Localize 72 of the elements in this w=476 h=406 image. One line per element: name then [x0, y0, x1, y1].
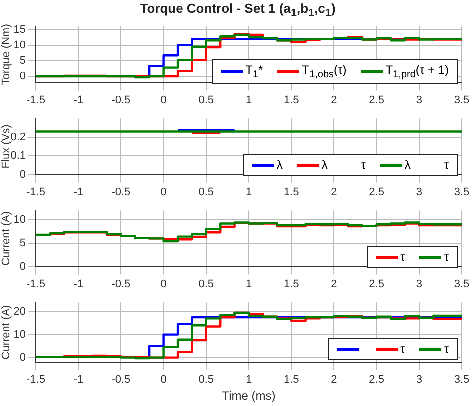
x-tick-label: 3 — [416, 374, 422, 386]
x-tick-label: 0 — [160, 278, 167, 290]
x-tick-label: 0.5 — [198, 278, 214, 290]
x-tick-label: 3 — [416, 94, 422, 106]
legend-label: λ τ — [322, 158, 366, 172]
y-tick-label: 0 — [20, 168, 26, 181]
x-tick-label: 2.5 — [369, 94, 384, 106]
legend-label: τ — [400, 250, 406, 264]
y-tick-label: 5 — [20, 54, 26, 67]
x-tick-label: -1.5 — [26, 374, 46, 386]
x-tick-label: 0 — [160, 186, 167, 198]
legend-label: τ — [400, 342, 406, 356]
x-tick-label: 2 — [331, 278, 338, 290]
x-tick-label: 3.5 — [454, 374, 470, 386]
x-tick-label: 1 — [246, 278, 252, 290]
y-axis-title: Current (A) — [0, 211, 13, 266]
legend-label: T$_{1,obs}$(τ) — [302, 62, 347, 80]
x-tick-label: -1 — [74, 278, 84, 290]
x-tick-label: 0.5 — [198, 94, 214, 106]
x-tick-label: 3 — [416, 186, 422, 198]
x-tick-label: -0.5 — [112, 278, 131, 290]
x-tick-label: 0 — [160, 374, 167, 386]
x-tick-label: -0.5 — [112, 186, 131, 198]
y-axis-title: Torque (Nm) — [0, 24, 13, 86]
x-tick-label: 2 — [331, 186, 338, 198]
x-tick-label: 1 — [246, 186, 252, 198]
y-tick-label: 0.1 — [10, 150, 26, 162]
x-tick-label: 2 — [331, 374, 338, 386]
x-tick-label: -1 — [74, 374, 84, 386]
y-tick-label: 10 — [14, 214, 26, 226]
x-tick-label: 1.5 — [284, 278, 300, 290]
chart-title: Torque Control - Set 1 (a$_{1}$,b$_{1}$,c$_{1}$) — [139, 0, 337, 20]
legend-label: τ — [444, 342, 449, 356]
x-tick-label: 3.5 — [454, 94, 470, 106]
x-tick-label: 0 — [160, 94, 167, 106]
x-axis-title: Time (ms) — [222, 389, 276, 404]
x-tick-label: 1.5 — [284, 374, 300, 386]
x-tick-label: -1.5 — [26, 94, 46, 106]
legend-label: λ — [276, 158, 283, 172]
x-tick-label: 0.5 — [198, 186, 214, 198]
legend-label: τ — [444, 250, 449, 264]
x-tick-label: 2.5 — [369, 374, 384, 386]
y-tick-label: 10 — [14, 39, 26, 52]
legend-label: λ τ — [404, 158, 449, 172]
y-tick-label: 10 — [14, 328, 26, 341]
x-tick-label: 0.5 — [198, 374, 214, 386]
y-tick-label: 0 — [20, 352, 26, 364]
x-tick-label: 2 — [331, 94, 338, 106]
x-tick-label: 1 — [246, 94, 252, 106]
x-tick-label: -0.5 — [112, 374, 131, 386]
x-tick-label: 3.5 — [454, 278, 470, 290]
y-axis-title: Current (A) — [0, 305, 13, 360]
legend-label: T$_{1,prd}$(τ + 1) — [386, 62, 449, 80]
x-tick-label: 2.5 — [369, 278, 384, 290]
x-tick-label: -0.5 — [112, 94, 131, 106]
x-tick-label: 1 — [246, 374, 252, 386]
y-tick-label: 5 — [20, 237, 26, 250]
y-tick-label: 15 — [14, 24, 26, 36]
x-tick-label: 1.5 — [284, 94, 300, 106]
x-tick-label: 3.5 — [454, 186, 470, 198]
x-tick-label: -1 — [74, 186, 84, 198]
y-tick-label: 20 — [14, 306, 26, 318]
x-tick-label: -1.5 — [26, 186, 46, 198]
y-tick-label: 0.2 — [10, 131, 26, 144]
x-tick-label: -1 — [74, 94, 84, 106]
x-tick-label: 3 — [416, 278, 422, 290]
y-tick-label: 0 — [20, 260, 26, 273]
x-tick-label: 2.5 — [369, 186, 384, 198]
x-tick-label: -1.5 — [26, 278, 46, 290]
x-tick-label: 1.5 — [284, 186, 300, 198]
legend-label: T$_{1}$* — [246, 62, 264, 80]
y-tick-label: 0 — [20, 70, 26, 83]
